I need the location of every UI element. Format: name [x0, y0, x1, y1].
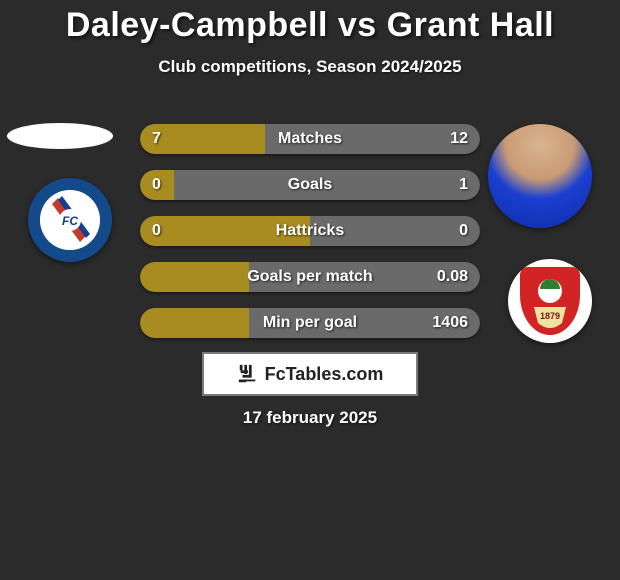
- stat-label: Min per goal: [140, 314, 480, 332]
- stat-row: Min per goal1406: [140, 308, 480, 338]
- stat-label: Hattricks: [140, 222, 480, 240]
- svg-text:FC: FC: [62, 214, 78, 228]
- stat-right-value: 0.08: [437, 268, 468, 286]
- stat-row: Goals per match0.08: [140, 262, 480, 292]
- swindon-town-badge: 1879: [508, 259, 592, 343]
- stat-left-value: 0: [152, 176, 161, 194]
- subtitle: Club competitions, Season 2024/2025: [0, 57, 620, 77]
- comparison-bars: Matches712Goals01Hattricks00Goals per ma…: [140, 124, 480, 354]
- stat-row: Hattricks0 0: [140, 216, 480, 246]
- stat-right-value: 12: [450, 130, 468, 148]
- stat-right-value: 1: [459, 176, 468, 194]
- bar-chart-icon: [237, 363, 259, 385]
- stat-label: Matches: [140, 130, 480, 148]
- chesterfield-fc-badge: FC: [28, 178, 112, 262]
- stat-label: Goals: [140, 176, 480, 194]
- daley-campbell-avatar: [7, 123, 113, 149]
- grant-hall-avatar: [488, 124, 592, 228]
- svg-text:1879: 1879: [540, 311, 560, 321]
- date-label: 17 february 2025: [0, 408, 620, 428]
- stat-row: Goals0 1: [140, 170, 480, 200]
- page-title: Daley-Campbell vs Grant Hall: [0, 0, 620, 45]
- stat-right-value: 1406: [432, 314, 468, 332]
- fctables-logo-text: FcTables.com: [265, 364, 384, 385]
- stat-label: Goals per match: [140, 268, 480, 286]
- stat-left-value: 0: [152, 222, 161, 240]
- stat-right-value: 0: [459, 222, 468, 240]
- stat-row: Matches7 12: [140, 124, 480, 154]
- stat-left-value: 7: [152, 130, 161, 148]
- fctables-logo: FcTables.com: [202, 352, 418, 396]
